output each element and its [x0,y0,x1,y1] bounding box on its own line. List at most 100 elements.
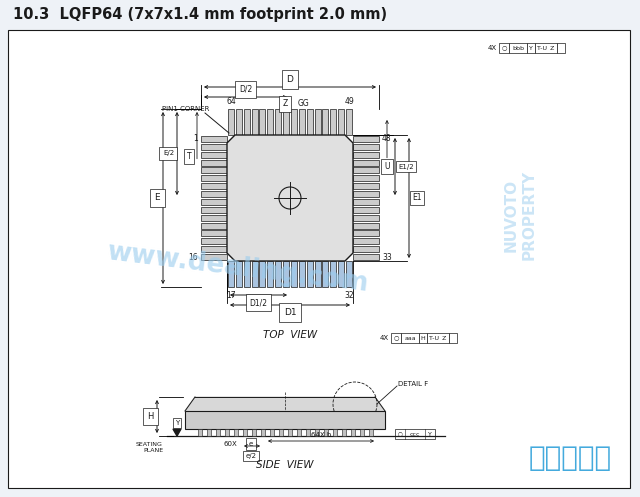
Text: T-U Z: T-U Z [429,335,447,340]
Bar [201,239,227,245]
Text: aaa: aaa [404,335,416,340]
Bar [351,429,355,436]
Text: ○: ○ [501,46,507,51]
Bar [268,109,273,135]
Text: 60X: 60X [223,441,237,447]
Text: 48: 48 [382,134,392,144]
Bar [307,109,313,135]
Bar [198,429,202,436]
Bar [353,160,379,166]
Text: H: H [148,412,154,421]
Bar [353,167,379,173]
Bar [291,109,297,135]
Bar [201,207,227,213]
Bar [259,261,266,287]
Bar [305,429,310,436]
Bar [353,239,379,245]
Bar [427,333,449,343]
Bar [269,429,273,436]
Bar [353,246,379,252]
Text: ○: ○ [393,335,399,340]
Bar [353,207,379,213]
Bar [201,254,227,260]
Text: 64: 64 [226,97,236,106]
Text: www.dealing.com: www.dealing.com [105,239,370,297]
Bar [296,429,301,436]
Text: DETAIL F: DETAIL F [398,381,428,387]
Bar [252,109,257,135]
Bar [259,109,266,135]
Bar [287,429,291,436]
Bar [278,429,282,436]
Text: Y: Y [529,46,533,51]
Bar [201,215,227,221]
Bar [201,136,227,142]
Text: Y: Y [175,420,179,426]
Bar [236,109,242,135]
Bar [353,191,379,197]
Bar [275,261,281,287]
Text: 33: 33 [382,252,392,261]
Text: E/2: E/2 [163,151,174,157]
Text: 32: 32 [344,291,354,300]
Bar [449,333,457,343]
Bar [236,261,242,287]
Bar [353,199,379,205]
Text: 深圳宏力捩: 深圳宏力捩 [529,444,612,472]
Text: 4X: 4X [488,45,497,51]
Bar [201,175,227,181]
Bar [225,429,228,436]
Bar [353,183,379,189]
Bar [353,254,379,260]
Bar [299,261,305,287]
Text: Y: Y [428,431,432,436]
Text: bbb: bbb [512,46,524,51]
Text: Z: Z [282,99,287,108]
Bar [243,429,246,436]
Text: U: U [384,162,390,171]
Text: T-U Z: T-U Z [538,46,555,51]
Text: H: H [420,335,426,340]
Bar [353,175,379,181]
Bar [201,231,227,237]
Bar [338,261,344,287]
Text: e/2: e/2 [246,453,257,459]
Bar [353,215,379,221]
Bar [228,261,234,287]
Bar [252,261,257,287]
Bar [201,199,227,205]
Text: e: e [249,441,253,447]
Bar [333,429,337,436]
Bar [557,43,565,53]
Text: D: D [287,75,293,84]
Bar [323,429,328,436]
Bar [353,136,379,142]
Text: SIDE  VIEW: SIDE VIEW [256,460,314,470]
Text: PIN1 CORNER: PIN1 CORNER [162,106,209,112]
Bar [291,261,297,287]
Bar [527,43,535,53]
Text: NUVOTO
PROPERTY: NUVOTO PROPERTY [504,170,536,260]
Polygon shape [227,135,353,261]
Bar [244,261,250,287]
Bar [535,43,557,53]
Bar [395,429,435,439]
Text: TOP  VIEW: TOP VIEW [263,330,317,340]
Bar [353,223,379,229]
Bar [353,144,379,150]
Bar [201,191,227,197]
Bar [201,152,227,158]
Bar [323,109,328,135]
Bar [201,160,227,166]
Polygon shape [185,397,385,411]
Text: ccc: ccc [410,431,420,436]
Text: 17: 17 [226,291,236,300]
Text: GG: GG [298,99,310,108]
Bar [346,261,352,287]
Bar [509,43,527,53]
Bar [342,429,346,436]
Bar [346,109,352,135]
Text: E: E [154,193,160,202]
Bar [275,109,281,135]
Bar [201,183,227,189]
